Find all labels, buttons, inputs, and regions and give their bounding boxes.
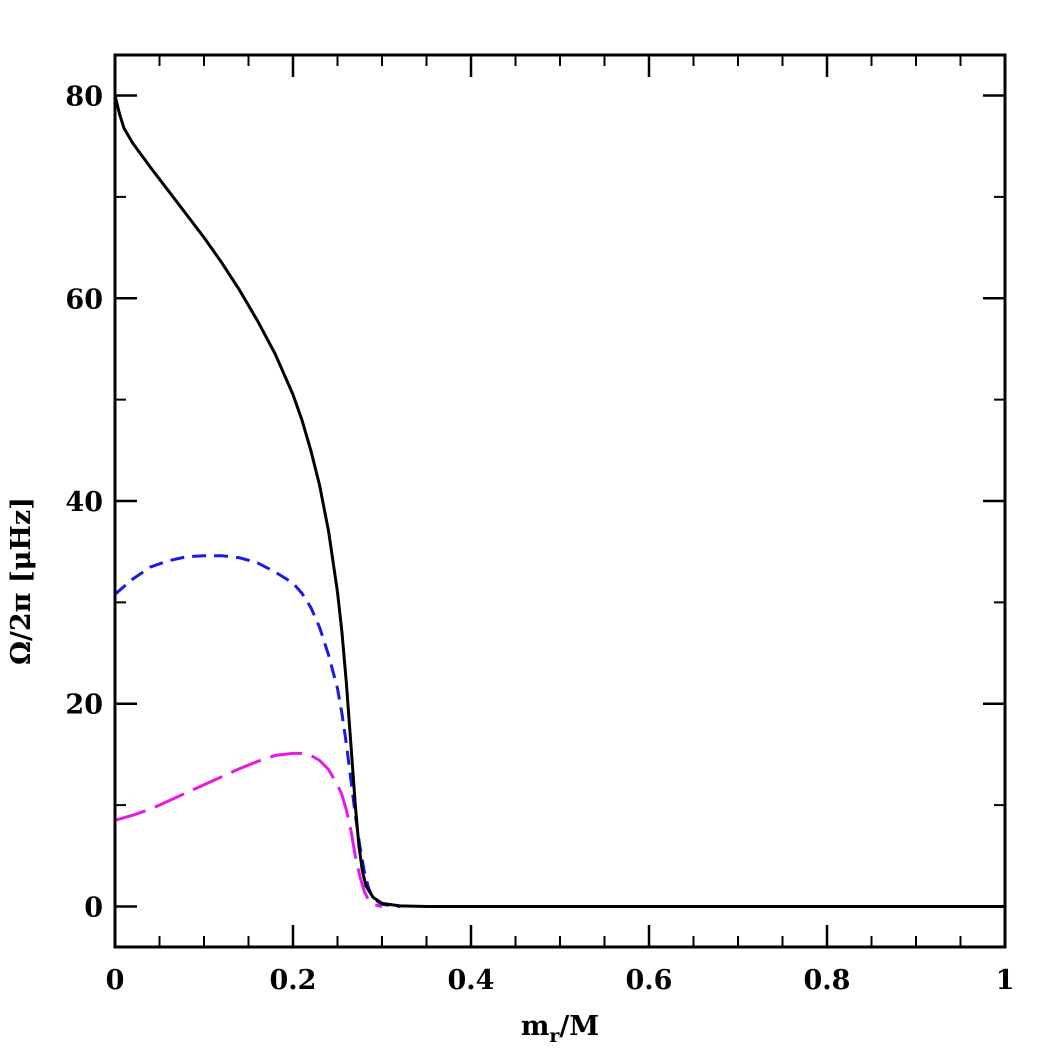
x-tick-label: 0.6 <box>626 965 673 996</box>
y-tick-label: 60 <box>65 284 103 315</box>
y-axis-title: Ω/2π [μHz] <box>6 497 37 665</box>
y-tick-labels: 0 20 40 60 80 <box>65 82 103 924</box>
series-line-2 <box>114 554 400 908</box>
x-tick-label: 0.2 <box>270 965 317 996</box>
y-tick-label: 0 <box>84 892 103 923</box>
x-axis-title-rest: /M <box>559 1011 599 1042</box>
x-tick-label: 0 <box>106 965 125 996</box>
x-axis-title-sub: r <box>549 1025 560 1047</box>
x-axis-title-main: m <box>521 1011 550 1042</box>
x-tick-label: 1 <box>996 965 1015 996</box>
series-line-3 <box>114 751 383 908</box>
x-tick-label: 0.8 <box>804 965 851 996</box>
y-tick-label: 40 <box>65 487 103 518</box>
series-layer <box>113 95 1005 908</box>
y-tick-label: 20 <box>65 690 103 721</box>
major-ticks <box>113 55 1007 947</box>
y-tick-label: 80 <box>65 82 103 113</box>
x-axis-title: mr/M <box>521 1011 599 1047</box>
x-tick-labels: 0 0.2 0.4 0.6 0.8 1 <box>106 965 1015 996</box>
series-line-1 <box>113 95 1005 908</box>
x-tick-label: 0.4 <box>448 965 495 996</box>
plot-frame <box>113 53 1007 949</box>
minor-ticks <box>114 55 1006 947</box>
